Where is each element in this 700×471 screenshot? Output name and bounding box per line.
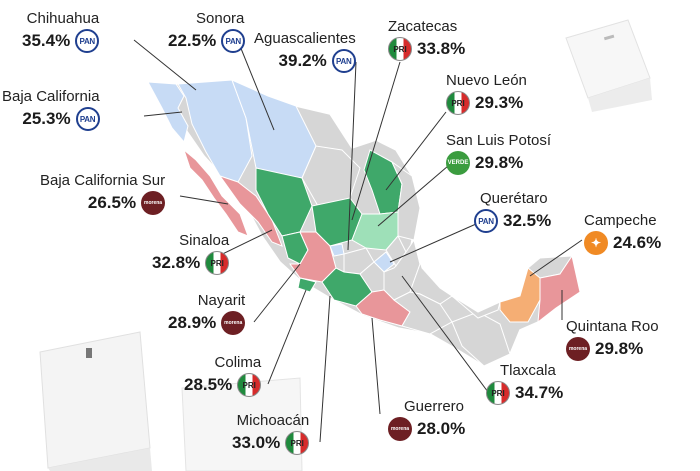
state-percentage: 26.5% [87, 193, 137, 212]
label-colima: Colima 28.5% PRI [184, 354, 262, 397]
verde-logo-icon: VERDE [446, 151, 470, 175]
label-sinaloa: Sinaloa 32.8% PRI [152, 232, 230, 275]
label-san-luis-potosi: San Luis Potosí VERDE 29.8% [446, 132, 551, 175]
state-tabasco [451, 295, 501, 319]
state-percentage: 33.8% [417, 39, 466, 58]
state-name: Sonora [196, 10, 245, 27]
state-percentage: 29.3% [475, 93, 524, 112]
pan-logo-icon: PAN [221, 29, 246, 53]
label-queretaro: Querétaro PAN 32.5% [474, 190, 551, 233]
label-chihuahua: Chihuahua 35.4% PAN [22, 10, 100, 53]
state-name: Campeche [584, 212, 657, 229]
state-name: Michoacán [236, 412, 310, 429]
morena-logo-icon: morena [141, 191, 166, 215]
state-name: Colima [214, 354, 262, 371]
label-campeche: Campeche ✦ 24.6% [584, 212, 661, 255]
ballot-box-top-right [565, 19, 652, 112]
pan-logo-icon: PAN [474, 209, 498, 233]
mc-logo-icon: ✦ [584, 231, 608, 255]
label-tlaxcala: Tlaxcala PRI 34.7% [486, 362, 563, 405]
state-name: Quintana Roo [566, 318, 659, 335]
state-percentage: 25.3% [22, 109, 71, 128]
pri-logo-icon: PRI [237, 373, 262, 397]
morena-logo-icon: morena [566, 337, 590, 361]
state-percentage: 35.4% [22, 31, 71, 50]
pan-logo-icon: PAN [331, 49, 356, 73]
state-name: Baja California Sur [40, 172, 166, 189]
state-name: Aguascalientes [254, 30, 356, 47]
state-percentage: 22.5% [168, 31, 217, 50]
label-baja-california-sur: Baja California Sur 26.5% morena [40, 172, 166, 215]
label-zacatecas: Zacatecas PRI 33.8% [388, 18, 465, 61]
pri-logo-icon: PRI [486, 381, 510, 405]
state-percentage: 34.7% [515, 383, 564, 402]
pri-logo-icon: PRI [388, 37, 412, 61]
state-name: Guerrero [404, 398, 465, 415]
pri-logo-icon: PRI [285, 431, 310, 455]
state-name: Nayarit [197, 292, 246, 309]
state-name: Sinaloa [179, 232, 230, 249]
state-percentage: 28.9% [168, 313, 217, 332]
label-quintana-roo: Quintana Roo morena 29.8% [566, 318, 659, 361]
state-jalisco [289, 231, 337, 283]
morena-logo-icon: morena [221, 311, 246, 335]
state-tamaulipas [390, 160, 421, 241]
morena-logo-icon: morena [388, 417, 412, 441]
label-sonora: Sonora 22.5% PAN [168, 10, 246, 53]
ballot-box-bottom-left [39, 331, 152, 471]
state-percentage: 28.5% [184, 375, 233, 394]
state-percentage: 28.0% [417, 419, 466, 438]
leader-lines [133, 39, 583, 443]
state-percentage: 33.0% [232, 433, 281, 452]
label-aguascalientes: Aguascalientes 39.2% PAN [254, 30, 356, 73]
state-baja-california-sur [182, 148, 249, 237]
state-percentage: 29.8% [475, 153, 524, 172]
label-nayarit: Nayarit 28.9% morena [168, 292, 246, 335]
state-name: Nuevo León [446, 72, 527, 89]
state-sinaloa [218, 175, 283, 247]
state-name: Chihuahua [26, 10, 100, 27]
state-percentage: 24.6% [613, 233, 662, 252]
label-baja-california: Baja California 25.3% PAN [2, 88, 100, 131]
state-percentage: 32.8% [152, 253, 201, 272]
state-percentage: 39.2% [278, 51, 327, 70]
label-guerrero: Guerrero morena 28.0% [388, 398, 465, 441]
pri-logo-icon: PRI [205, 251, 230, 275]
state-colima [297, 277, 317, 293]
state-name: Tlaxcala [500, 362, 556, 379]
state-name: Querétaro [480, 190, 548, 207]
state-percentage: 29.8% [595, 339, 644, 358]
state-name: Baja California [2, 88, 100, 105]
state-name: San Luis Potosí [446, 132, 552, 149]
state-quintana-roo [537, 254, 581, 324]
state-name: Zacatecas [388, 18, 458, 35]
pan-logo-icon: PAN [75, 29, 100, 53]
state-baja-california [147, 81, 189, 144]
state-percentage: 32.5% [503, 211, 552, 230]
label-michoacan: Michoacán 33.0% PRI [232, 412, 310, 455]
pri-logo-icon: PRI [446, 91, 470, 115]
pan-logo-icon: PAN [75, 107, 100, 131]
label-nuevo-leon: Nuevo León PRI 29.3% [446, 72, 527, 115]
